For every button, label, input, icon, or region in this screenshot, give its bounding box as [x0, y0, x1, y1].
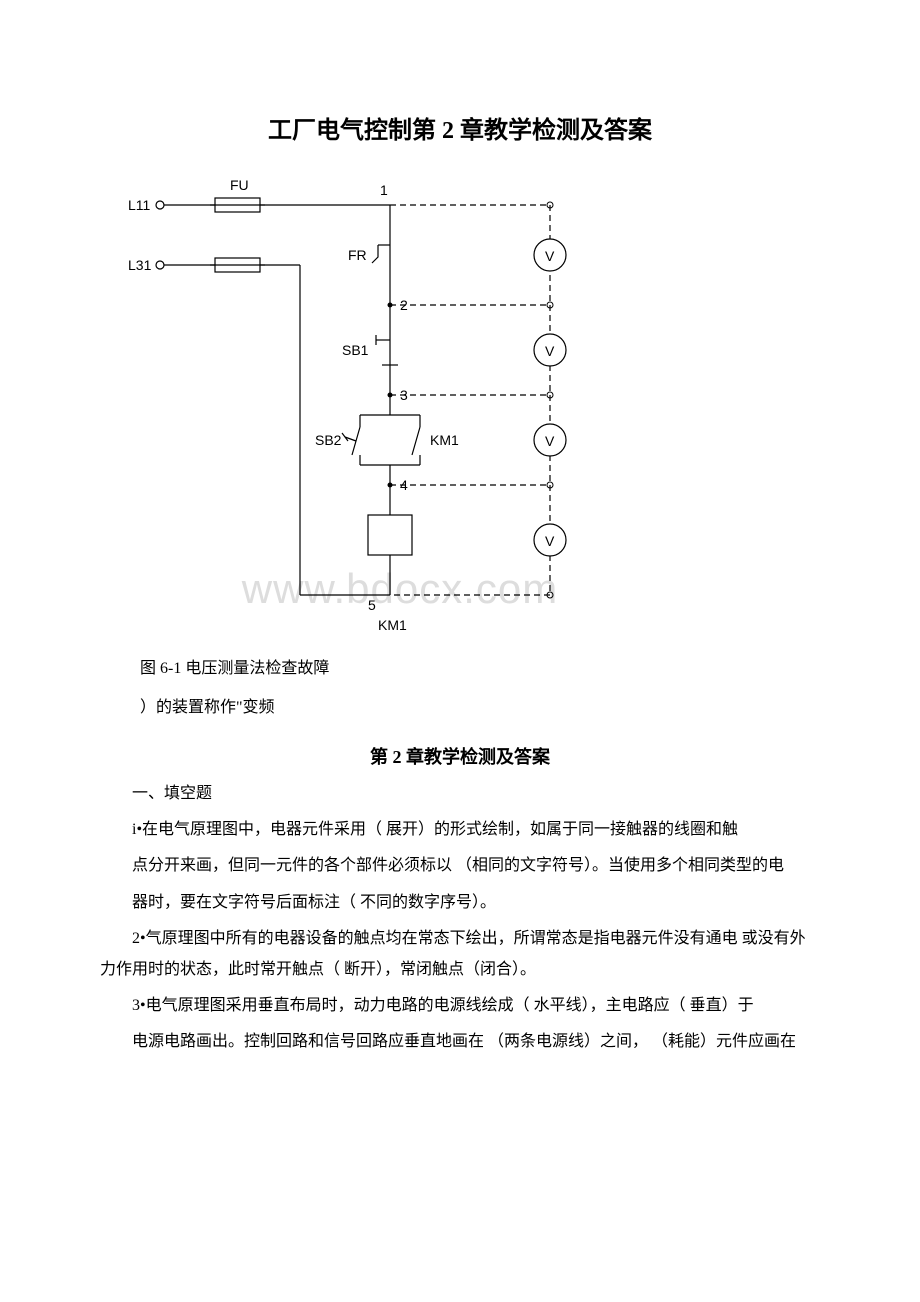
para-1a: i•在电气原理图中，电器元件采用（ 展开）的形式绘制，如属于同一接触器的线圈和触 — [100, 815, 820, 845]
label-v1: V — [545, 248, 555, 264]
terminal-l11 — [156, 201, 164, 209]
page-title: 工厂电气控制第 2 章教学检测及答案 — [0, 0, 920, 165]
label-l11: L11 — [128, 197, 151, 213]
label-fr: FR — [348, 247, 367, 263]
label-node5: 5 — [368, 597, 376, 613]
label-fu: FU — [230, 177, 249, 193]
fr-thermal — [372, 245, 378, 263]
label-v3: V — [545, 433, 555, 449]
para-1b: 点分开来画，但同一元件的各个部件必须标以 （相同的文字符号）。当使用多个相同类型… — [100, 851, 820, 881]
stray-text: ）的装置称作"变频 — [140, 694, 920, 723]
circuit-diagram: www.bdocx.com L11 FU 1 L31 FR — [120, 165, 680, 645]
label-l31: L31 — [128, 257, 152, 273]
km1-coil — [368, 515, 412, 555]
label-km1-top: KM1 — [430, 432, 459, 448]
para-2: 2•气原理图中所有的电器设备的触点均在常态下绘出，所谓常态是指电器元件没有通电 … — [100, 924, 820, 985]
figure-caption: 图 6-1 电压测量法检查故障 — [140, 655, 920, 684]
sb2-button — [342, 433, 348, 441]
terminal-l31 — [156, 261, 164, 269]
heading-fill-blanks: 一、填空题 — [100, 779, 820, 809]
km1-no — [412, 427, 420, 455]
para-3a: 3•电气原理图采用垂直布局时，动力电路的电源线绘成（ 水平线），主电路应（ 垂直… — [100, 991, 820, 1021]
label-v4: V — [545, 533, 555, 549]
label-node1: 1 — [380, 182, 388, 198]
circuit-svg: L11 FU 1 L31 FR 2 SB1 — [120, 165, 680, 645]
label-v2: V — [545, 343, 555, 359]
label-sb2: SB2 — [315, 432, 342, 448]
para-1c: 器时，要在文字符号后面标注（ 不同的数字序号）。 — [100, 888, 820, 918]
para-3b: 电源电路画出。控制回路和信号回路应垂直地画在 （两条电源线）之间， （耗能）元件… — [100, 1027, 820, 1057]
label-sb1: SB1 — [342, 342, 369, 358]
section-title: 第 2 章教学检测及答案 — [0, 743, 920, 769]
label-km1-bottom: KM1 — [378, 617, 407, 633]
